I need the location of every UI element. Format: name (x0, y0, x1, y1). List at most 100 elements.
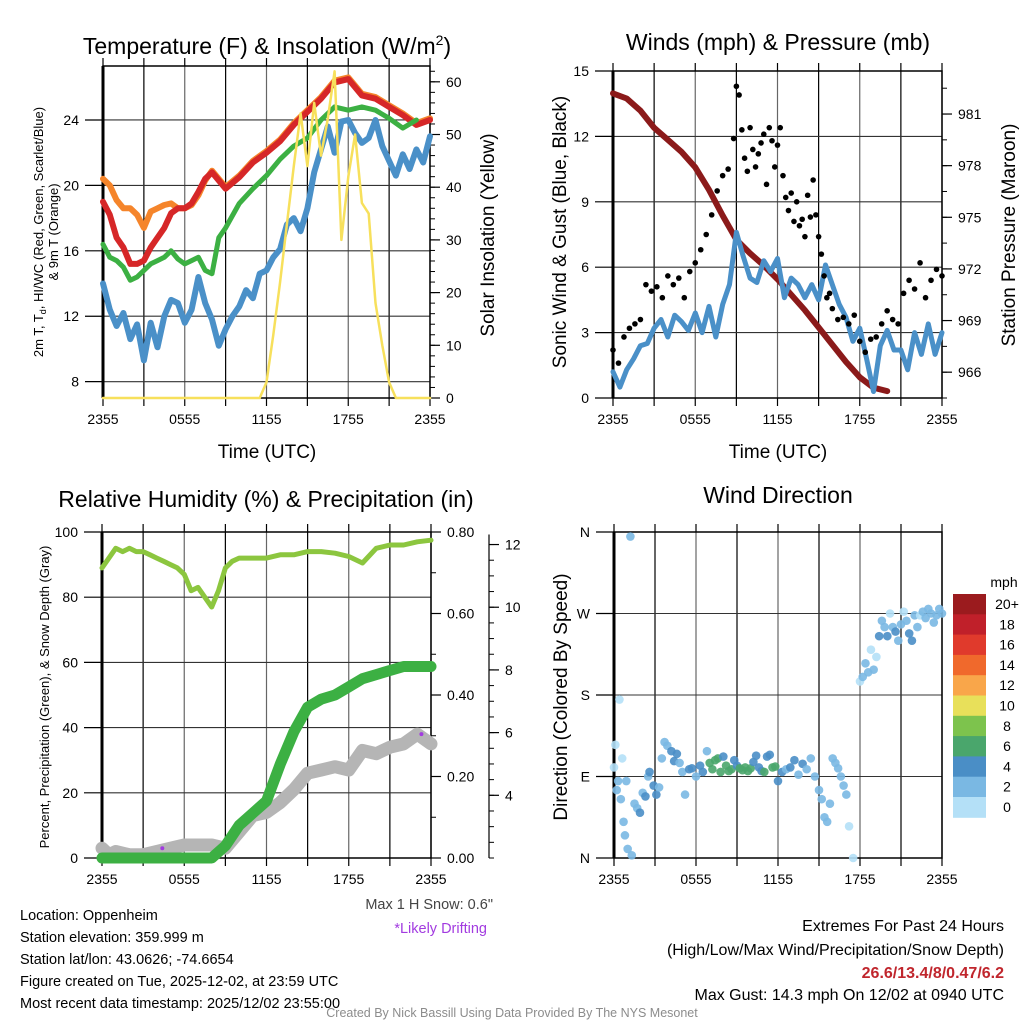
wind-direction-point (802, 764, 811, 774)
station-info: Location: Oppenheim Station elevation: 3… (20, 905, 340, 1015)
y-tick-label: 24 (63, 112, 79, 128)
wind-direction-point (893, 636, 903, 645)
y-tick-label: 3 (581, 325, 589, 341)
gust-point (755, 151, 762, 157)
legend-swatch (953, 654, 986, 676)
gust-point (873, 334, 879, 340)
wind-direction-point (623, 844, 632, 854)
gust-point (670, 281, 677, 288)
speed-color-legend: mph 20+ 18 16 14 12 10 8 6 4 2 0 (953, 574, 1019, 818)
x-tick-label: 1755 (333, 411, 364, 427)
gust-point (708, 212, 715, 218)
snow-depth-tick-label: 4 (505, 787, 513, 803)
gust-point (802, 233, 808, 240)
rh-plot-area: 2355 0555 1155 1755 2355 0 20 40 60 80 100 0.00 0.20… (55, 524, 521, 887)
gust-point (889, 316, 896, 323)
insolation-tick-label: 0 (446, 390, 454, 406)
temp-y-axis-label: 2m T, Td, HI/WC (Red, Green, Scarlet/Blu… (31, 107, 61, 357)
wind-direction-point (672, 749, 682, 759)
latlon-text: Station lat/lon: 43.0626; -74.6654 (20, 952, 234, 968)
gust-point (739, 127, 745, 133)
gust-point (771, 164, 778, 170)
gust-point (736, 92, 742, 98)
precip-tick-label: 0.80 (447, 524, 474, 540)
legend-swatch (953, 736, 986, 757)
gust-point (878, 321, 885, 327)
x-tick-label: 2355 (597, 411, 628, 427)
legend-swatch (953, 675, 986, 696)
y-tick-label: N (580, 850, 590, 866)
snow-depth-tick-label: 6 (505, 725, 513, 741)
legend-swatch (953, 715, 986, 737)
gust-point (621, 334, 627, 340)
wind-direction-point (770, 762, 780, 771)
wind-y2-axis-label: Station Pressure (Maroon) (999, 124, 1020, 347)
y-tick-label: 20 (62, 785, 78, 801)
legend-swatch (953, 695, 986, 717)
gust-point (665, 273, 671, 279)
x-tick-label: 1155 (762, 411, 792, 427)
y-tick-label: 8 (71, 374, 79, 390)
x-tick-label: 2355 (926, 411, 957, 427)
y-tick-label: 6 (581, 259, 589, 275)
drifting-marker (419, 732, 424, 737)
wind-direction-point (810, 772, 820, 781)
snow-depth-tick-label: 10 (505, 599, 521, 615)
legend-swatch (953, 634, 986, 656)
legend-label: 6 (1003, 738, 1011, 754)
gust-point (733, 83, 740, 90)
pressure-tick-label: 969 (958, 313, 982, 329)
wind-direction-point (765, 750, 775, 760)
gust-point (906, 277, 912, 284)
gust-point (697, 246, 704, 253)
wind-direction-point (836, 772, 846, 781)
wind-direction-point (698, 767, 708, 777)
wind-direction-point (760, 767, 769, 777)
y-tick-label: W (577, 606, 591, 622)
elevation-text: Station elevation: 359.999 m (20, 930, 204, 946)
wind-direction-point (612, 785, 622, 795)
wind-direction-point (929, 618, 939, 627)
wind-direction-point (866, 645, 876, 655)
gust-point (654, 284, 660, 290)
legend-swatch (953, 776, 986, 798)
wind-chart-title: Winds (mph) & Pressure (mb) (626, 29, 930, 55)
wind-direction-point (687, 764, 697, 773)
wind-direction-point (702, 746, 712, 756)
y-tick-label: 60 (62, 654, 78, 670)
series-precipitation (96, 661, 437, 864)
gust-point (760, 131, 767, 138)
wind-direction-point (613, 776, 623, 786)
extremes-block: Extremes For Past 24 Hours (High/Low/Max… (667, 915, 1004, 1007)
gust-point (719, 172, 726, 179)
wind-direction-point (691, 772, 701, 781)
gust-point (807, 214, 814, 220)
x-tick-label: 0555 (680, 871, 711, 887)
gust-point (835, 316, 841, 323)
pressure-tick-label: 966 (958, 364, 982, 380)
wind-direction-point (719, 752, 728, 761)
wind-direction-point (680, 790, 690, 799)
snow-depth-tick-label: 12 (505, 537, 521, 553)
x-tick-label: 2355 (926, 871, 957, 887)
wind-direction-point (641, 792, 650, 801)
wdir-plot-area: 2355 0555 1155 1755 2355 N E S W N (577, 524, 958, 887)
wind-direction-point (609, 763, 619, 772)
wdir-chart-title: Wind Direction (703, 482, 853, 508)
credit-footer: Created By Nick Bassill Using Data Provi… (326, 1006, 698, 1020)
wind-direction-point (627, 850, 637, 860)
wind-direction-point (937, 609, 947, 618)
series-hi-wc (100, 117, 433, 364)
pressure-tick-label: 981 (958, 106, 982, 122)
wind-direction-point (611, 740, 620, 750)
y-tick-label: 12 (63, 308, 79, 324)
precip-tick-label: 0.40 (447, 687, 474, 703)
gust-point (917, 260, 923, 266)
gust-point (793, 199, 800, 205)
legend-swatch (953, 594, 986, 615)
gust-point (785, 207, 792, 214)
legend-label: 8 (1003, 718, 1011, 734)
gust-point (725, 166, 731, 172)
wind-direction-point (652, 790, 661, 799)
rh-y-axis-label: Percent, Precipitation (Green), & Snow D… (37, 546, 52, 849)
